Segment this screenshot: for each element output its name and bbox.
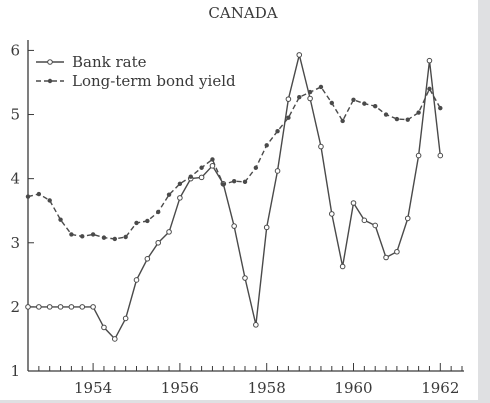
bank-rate-point <box>209 163 216 169</box>
bond-yield-point <box>156 209 161 215</box>
bond-yield-point <box>427 86 432 92</box>
bank-rate-point <box>253 322 259 328</box>
bank-rate-point <box>46 304 53 310</box>
legend-label: Bank rate <box>72 53 147 71</box>
legend-marker <box>47 78 53 84</box>
bank-rate-point <box>274 168 281 174</box>
bank-rate-point <box>426 57 433 64</box>
bank-rate-point <box>133 277 140 283</box>
bond-yield-point <box>329 100 334 106</box>
bond-yield-point <box>112 236 118 242</box>
y-tick-label: 1 <box>10 362 20 380</box>
bond-yield-point <box>286 115 291 120</box>
y-tick-label: 2 <box>10 298 20 316</box>
bank-rate-point <box>437 152 444 159</box>
bank-rate-point <box>101 324 107 331</box>
bond-yield-point <box>297 95 302 100</box>
bond-yield-line <box>27 86 441 240</box>
bank-rate-point <box>318 143 324 150</box>
bank-rate-point <box>79 304 86 310</box>
bond-yield-point <box>166 192 172 197</box>
bank-rate-point <box>122 315 129 322</box>
bank-rate-point <box>404 215 411 222</box>
bond-yield-point <box>58 217 63 222</box>
bond-yield-point <box>25 194 31 199</box>
bond-yield-point <box>275 129 280 134</box>
bond-yield-point <box>383 112 389 117</box>
bond-yield-point <box>307 89 313 95</box>
bank-rate-point <box>25 304 31 310</box>
chart-figure: CANADA 1 2 3 4 5 6 1954 1956 1958 1960 1962 Bank r… <box>0 0 478 400</box>
bond-yield-point <box>438 105 443 111</box>
bank-rate-point <box>285 96 292 102</box>
x-tick-label: 1960 <box>334 379 372 397</box>
bond-yield-point <box>134 220 139 226</box>
bank-rate-point <box>177 195 183 201</box>
bank-rate-point <box>112 336 118 342</box>
bond-yield-point <box>405 117 410 122</box>
bank-rate-point <box>263 224 270 231</box>
bond-yield-point <box>362 101 367 106</box>
bank-rate-point <box>372 222 379 229</box>
bank-rate-point <box>198 174 205 181</box>
bond-yield-point <box>416 110 421 115</box>
bond-yield-point <box>90 232 96 237</box>
bank-rate-point <box>296 52 303 58</box>
y-tick-label: 3 <box>10 234 20 252</box>
x-tick-label: 1954 <box>74 379 112 397</box>
chart-title: CANADA <box>208 4 277 22</box>
bank-rate-point <box>57 304 64 310</box>
bond-yield-point <box>210 157 215 162</box>
bank-rate-point <box>361 217 368 224</box>
bank-rate-point <box>68 304 75 310</box>
bank-rate-point <box>231 223 237 229</box>
y-tick-label: 4 <box>10 170 20 188</box>
bond-yield-point <box>69 232 74 237</box>
bond-yield-point <box>394 116 400 122</box>
bond-yield-point <box>123 234 128 240</box>
y-tick-label: 6 <box>10 41 20 59</box>
bank-rate-point <box>415 152 422 159</box>
bank-rate-point <box>90 304 96 310</box>
bank-rate-point <box>307 95 313 102</box>
x-tick-label: 1956 <box>161 379 199 397</box>
bank-rate-point <box>394 248 400 255</box>
bank-rate-point <box>350 200 357 206</box>
bond-yield-point <box>340 118 345 124</box>
bank-rate-point <box>155 239 161 246</box>
bond-yield-point <box>36 191 42 197</box>
bond-yield-point <box>101 235 107 240</box>
bond-yield-point <box>231 179 237 184</box>
bond-yield-point <box>145 218 150 224</box>
bank-rate-point <box>36 304 42 310</box>
bond-yield-point <box>373 103 378 109</box>
bond-yield-point <box>221 182 226 187</box>
bank-rate-point <box>383 254 389 261</box>
bond-yield-point <box>264 143 269 148</box>
legend-label: Long-term bond yield <box>72 72 236 90</box>
legend-marker <box>47 59 53 65</box>
bond-yield-point <box>199 165 204 170</box>
bank-rate-point <box>329 211 335 217</box>
plot-area: 1 2 3 4 5 6 1954 1956 1958 1960 1962 <box>10 40 464 397</box>
bank-rate-point <box>242 275 248 281</box>
line-chart: CANADA 1 2 3 4 5 6 1954 1956 1958 1960 1962 Bank r… <box>10 4 464 397</box>
bank-rate-point <box>339 263 346 270</box>
bond-yield-point <box>242 179 248 185</box>
bond-yield-point <box>80 234 85 239</box>
y-tick-label: 5 <box>10 106 20 124</box>
bank-rate-point <box>166 229 172 235</box>
bank-rate-point <box>144 255 151 262</box>
bond-yield-point <box>351 97 356 102</box>
x-tick-label: 1962 <box>421 379 459 397</box>
bond-yield-point <box>318 84 324 90</box>
bond-yield-point <box>177 181 183 186</box>
bond-yield-point <box>253 165 259 170</box>
bond-yield-point <box>47 198 52 203</box>
bond-yield-point <box>188 174 193 179</box>
x-tick-label: 1958 <box>248 379 286 397</box>
bank-rate-line <box>28 54 441 340</box>
